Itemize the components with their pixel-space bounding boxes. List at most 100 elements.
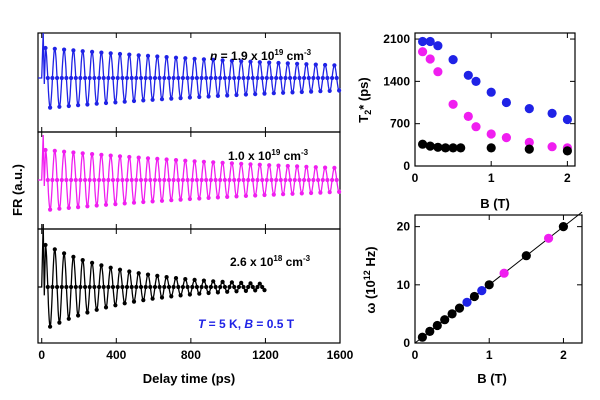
fr-marker-mid [241,177,246,183]
t2-x-tick-label: 0 [412,171,419,185]
fr-label-top: n = 1.9 x 1019 cm-3 [210,48,312,63]
fr-marker-bot [64,284,69,290]
fr-marker-top [229,58,234,63]
fr-marker-top [136,53,141,58]
omega-point [417,332,427,342]
t2-ylabel-rest: * (ps) [356,77,371,110]
fr-marker-top [288,75,293,81]
fr-marker-top [208,75,213,81]
fr-marker-bot [187,292,192,297]
fr-marker-mid [288,177,293,183]
fr-marker-mid [185,177,190,183]
fr-marker-top [62,47,67,52]
fr-marker-bot [113,303,118,308]
fr-marker-bot [166,284,172,290]
fr-marker-top [87,75,92,81]
fr-marker-bot [124,284,130,290]
fr-marker-top [178,96,183,101]
t2-point [501,97,511,108]
fr-marker-mid [115,177,120,183]
fr-x-tick-label: 1200 [252,348,279,362]
fr-marker-top [129,75,134,81]
fr-marker-top [55,75,60,81]
fr-marker-mid [264,177,269,183]
fr-marker-mid [180,177,185,183]
fr-marker-mid [302,177,307,183]
fr-marker-mid [229,161,234,166]
fr-marker-mid [50,177,55,183]
t2-ylabel-sub: 2 [363,110,373,115]
fr-marker-mid [106,177,111,183]
fr-marker-top [292,75,297,81]
fr-marker-top [337,88,342,93]
t2-y-tick-label: 1400 [383,74,410,88]
fr-marker-bot [262,288,267,293]
omega-x-tick-label: 2 [560,348,567,362]
fr-marker-bot [152,284,158,290]
fr-marker-mid [152,177,158,183]
fr-marker-bot [192,277,197,282]
fr-marker-top [269,75,274,81]
fr-marker-bot [45,284,50,290]
t2-point [524,144,534,154]
fr-marker-bot [150,296,155,301]
fr-marker-top [52,46,57,51]
fr-marker-bot [136,271,141,276]
fr-marker-mid [110,177,116,183]
fr-marker-mid [57,206,62,211]
fr-label-top-unit: cm [283,49,304,63]
fr-marker-bot [127,269,132,274]
fr-marker-bot [169,294,174,299]
fr-marker-mid [337,189,342,194]
fr-marker-bot [141,298,146,303]
fr-marker-top [69,75,74,81]
fr-marker-bot [206,290,211,296]
fr-marker-bot [180,284,185,290]
fr-x-tick-label: 0 [38,348,45,362]
fr-marker-top [313,62,318,67]
fr-marker-top [185,75,190,81]
fr-marker-mid [83,177,88,183]
fr-marker-bot [117,267,123,272]
fr-marker-mid [129,177,134,183]
omega-point [558,222,569,232]
fr-marker-bot [178,293,183,298]
omega-point [477,286,487,296]
fr-marker-bot [80,258,85,263]
t2-y-tick-label: 0 [403,159,410,173]
fr-label-mid-exp: 19 [271,148,280,157]
omega-x-axis-title: B (T) [477,371,507,386]
fr-marker-mid [246,177,251,183]
fr-label-mid-unit: cm [280,149,301,163]
fr-marker-top [99,50,104,55]
fr-marker-top [90,49,95,55]
fr-marker-mid [316,177,321,183]
fr-marker-top [80,49,85,54]
fr-marker-bot [197,291,202,296]
fr-marker-mid [267,163,272,168]
t2-point [486,87,496,97]
fr-marker-mid [164,157,169,162]
fr-marker-top [190,75,195,81]
fr-marker-bot [241,284,246,290]
fr-marker-top [57,104,62,109]
fr-marker-bot [108,265,113,270]
fr-marker-top [239,59,244,64]
fr-marker-mid [208,177,213,183]
fr-marker-bot [185,284,190,290]
fr-marker-mid [255,177,260,183]
fr-marker-top [325,75,330,81]
fr-marker-mid [127,154,132,160]
fr-marker-top [94,101,99,106]
fr-marker-mid [159,198,165,203]
fr-marker-top [220,58,225,63]
fr-x-axis-title: Delay time (ps) [143,371,235,386]
omega-y-tick-label: 10 [397,278,411,292]
fr-marker-mid [323,165,328,170]
fr-marker-bot [115,284,120,290]
t2-ylabel-main: T [356,115,371,123]
fr-marker-top [271,91,276,96]
fr-marker-top [332,63,337,68]
